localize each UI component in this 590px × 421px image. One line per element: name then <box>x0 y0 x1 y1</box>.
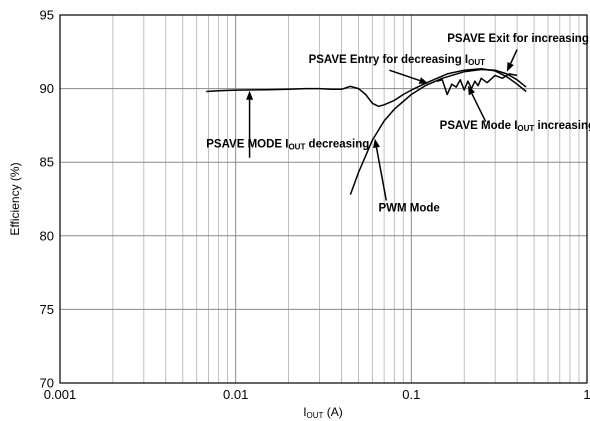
tick-labels: 0.001 0.01 0.1 1 70 75 80 85 90 95 <box>40 8 590 403</box>
x-tick-label: 0.01 <box>223 387 248 402</box>
y-tick-label: 90 <box>40 81 54 96</box>
x-axis-label-unit: (A) <box>323 405 342 419</box>
x-axis-label: IOUT (A) <box>303 405 343 420</box>
arrowhead-psave-entry <box>418 77 429 84</box>
grid <box>59 14 587 384</box>
y-axis-label: Efficiency (%) <box>8 162 22 235</box>
annotation-subscript: OUT <box>517 124 534 133</box>
arrow-psave-exit <box>509 49 518 64</box>
arrowhead-psave-mode-increasing <box>467 85 476 96</box>
arrow-psave-mode-increasing <box>471 93 487 123</box>
series-line-psave_increasing <box>436 73 518 96</box>
annotation-psave-mode-decreasing: PSAVE MODE IOUT decreasing <box>206 138 369 151</box>
arrow-pwm-mode <box>375 147 388 201</box>
annotation-text: PWM Mode <box>378 203 439 215</box>
annotation-text: PSAVE Exit for increasing I <box>447 33 590 45</box>
annotation-text: PSAVE Mode I <box>440 120 518 132</box>
data-curves <box>206 67 527 195</box>
x-tick-label: 1 <box>583 387 590 402</box>
annotation-psave-mode-increasing: PSAVE Mode IOUT increasing <box>440 120 590 133</box>
series-line-psave_decreasing <box>206 67 527 108</box>
x-tick-label: 0.001 <box>44 387 77 402</box>
arrowhead-psave-exit <box>506 62 514 72</box>
annotation-text: PSAVE Entry for decreasing I <box>309 54 469 66</box>
annotation-psave-entry: PSAVE Entry for decreasing IOUT <box>309 54 486 67</box>
annotation-suffix: increasing <box>534 120 590 132</box>
annotation-suffix: decreasing <box>305 138 369 150</box>
x-tick-label: 0.1 <box>402 387 420 402</box>
annotation-subscript: OUT <box>468 58 485 67</box>
x-axis-label-sub: OUT <box>307 411 324 420</box>
plot-frame <box>59 14 588 384</box>
arrow-psave-entry <box>389 69 421 82</box>
annotation-pwm-mode: PWM Mode <box>378 203 439 215</box>
series-line-pwm_mode <box>349 68 527 195</box>
y-tick-label: 85 <box>40 155 54 170</box>
y-tick-label: 70 <box>40 376 54 391</box>
arrowhead-pwm-mode <box>373 138 380 149</box>
y-tick-label: 95 <box>40 8 54 23</box>
annotation-psave-exit: PSAVE Exit for increasing IOUT <box>447 33 590 46</box>
y-tick-label: 75 <box>40 302 54 317</box>
arrowhead-psave-mode-decreasing <box>246 90 254 100</box>
annotation-text: PSAVE MODE I <box>206 138 288 150</box>
x-axis-label-main: I <box>303 405 306 419</box>
y-tick-label: 80 <box>40 228 54 243</box>
annotation-subscript: OUT <box>288 142 305 151</box>
